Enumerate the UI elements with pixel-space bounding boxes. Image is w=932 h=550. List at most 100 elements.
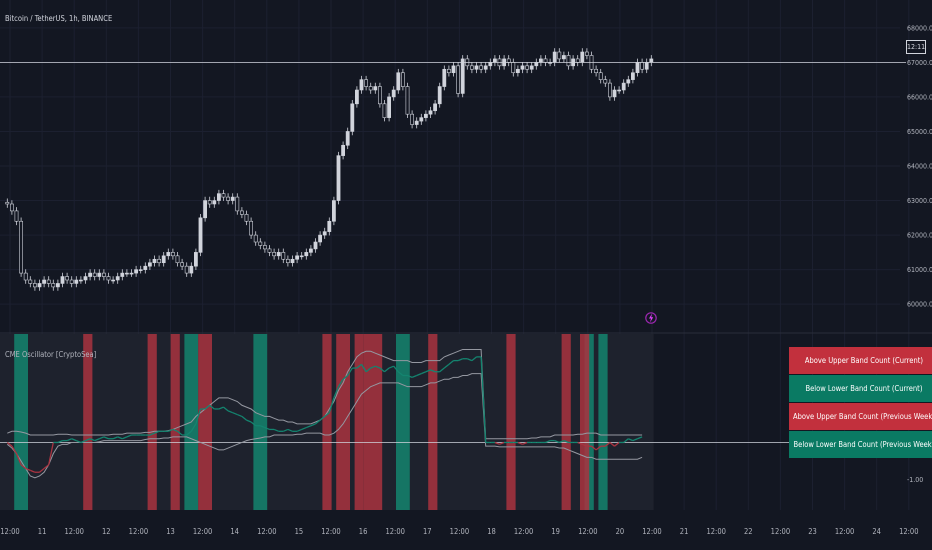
- time-tick-label: 12:00: [0, 527, 19, 536]
- osc-segment: [360, 363, 367, 373]
- candle-body: [79, 279, 83, 282]
- candle-body: [396, 72, 401, 91]
- osc-segment: [89, 438, 95, 442]
- row-label: Above Upper Band Count (Previous Week): [789, 403, 932, 430]
- candle-body: [350, 103, 355, 132]
- time-tick-label: 21: [680, 527, 689, 536]
- osc-segment: [273, 428, 279, 432]
- candle-body: [607, 82, 612, 98]
- osc-segment: [384, 367, 390, 373]
- candle-body: [14, 210, 19, 222]
- osc-segment: [99, 436, 105, 440]
- osc-segment: [227, 410, 233, 414]
- osc-segment: [76, 440, 82, 444]
- candle-body: [598, 72, 603, 80]
- osc-segment: [494, 441, 500, 445]
- candle-body: [69, 279, 74, 284]
- candle-body: [318, 234, 323, 243]
- time-tick-label: 13: [166, 527, 175, 536]
- candle-body: [479, 65, 484, 70]
- osc-segment: [471, 356, 477, 362]
- candle-body: [143, 265, 148, 270]
- bear-band: [170, 334, 180, 510]
- candle-body: [488, 62, 493, 67]
- osc-segment: [190, 423, 197, 432]
- candle-body: [171, 252, 175, 257]
- candle-body: [221, 193, 226, 198]
- osc-segment: [397, 371, 404, 376]
- table-row: Below Lower Band Count (Current) 4: [789, 375, 932, 402]
- oscillator-title[interactable]: CME Oscillator [CryptoSea]: [5, 350, 97, 359]
- price-tick-label: 66000.00: [907, 93, 932, 101]
- candle-body: [391, 89, 396, 98]
- osc-segment: [237, 413, 243, 418]
- candle-body: [354, 89, 359, 105]
- osc-segment: [328, 397, 335, 413]
- candle-body: [446, 68, 451, 74]
- time-tick-label: 18: [487, 527, 496, 536]
- candle-body: [267, 248, 272, 253]
- osc-segment: [177, 430, 183, 436]
- osc-segment: [250, 421, 257, 427]
- osc-segment: [80, 440, 86, 444]
- time-tick-label: 11: [38, 527, 47, 536]
- candle-body: [235, 196, 240, 212]
- time-tick-label: 12:00: [514, 527, 533, 536]
- candle-body: [543, 58, 548, 63]
- candle-body: [419, 117, 424, 122]
- candle-body: [285, 258, 290, 264]
- candle-body: [244, 214, 249, 222]
- osc-segment: [301, 426, 307, 431]
- osc-segment: [379, 367, 385, 373]
- osc-segment: [218, 406, 224, 410]
- candle-body: [74, 279, 79, 284]
- price-tick-label: 68000.00: [907, 24, 932, 32]
- candle-body: [290, 258, 295, 264]
- candle-body: [515, 68, 520, 74]
- candle-body: [575, 58, 580, 63]
- row-label: Above Upper Band Count (Current): [789, 347, 932, 374]
- candle-body: [483, 65, 488, 70]
- alert-bolt-icon[interactable]: [645, 311, 657, 325]
- osc-tick-label: -1.00: [907, 476, 923, 484]
- candle-body: [32, 283, 37, 288]
- osc-segment: [614, 441, 620, 447]
- candle-body: [373, 86, 378, 91]
- price-tick-label: 67000.00: [907, 59, 932, 67]
- candle-body: [387, 96, 392, 118]
- osc-segment: [43, 464, 50, 470]
- candle-body: [152, 258, 157, 264]
- time-tick-label: 12:00: [771, 527, 790, 536]
- osc-segment: [628, 438, 634, 442]
- candle-body: [451, 65, 456, 74]
- time-tick-label: 19: [551, 527, 560, 536]
- candle-body: [217, 193, 221, 201]
- candle-body: [203, 200, 208, 219]
- bull-band: [253, 334, 268, 510]
- candle-body: [111, 279, 116, 282]
- osc-segment: [287, 428, 293, 432]
- symbol-title[interactable]: Bitcoin / TetherUS, 1h, BINANCE: [5, 14, 113, 23]
- oscillator-highlight-bands: [14, 334, 608, 510]
- candle-body: [207, 200, 212, 205]
- osc-segment: [623, 438, 629, 443]
- osc-segment: [457, 358, 463, 362]
- osc-segment: [554, 440, 560, 444]
- candle-body: [617, 89, 622, 92]
- candle-body: [594, 68, 599, 74]
- candle-body: [525, 65, 530, 70]
- candle-body: [212, 200, 217, 205]
- candle-body: [626, 79, 631, 84]
- candle-body: [5, 201, 10, 205]
- osc-segment: [186, 430, 192, 436]
- candle-body: [511, 62, 516, 74]
- osc-segment: [306, 425, 312, 429]
- osc-segment: [20, 464, 27, 470]
- candle-body: [552, 51, 557, 63]
- price-tick-label: 62000.00: [907, 232, 932, 240]
- candle-body: [97, 272, 102, 277]
- axes: 12:00 11 12:00 12 12:00 13 12:00 14 12:00 15 12:00…: [0, 24, 932, 536]
- osc-segment: [310, 423, 316, 427]
- osc-segment: [126, 434, 132, 438]
- time-tick-label: 12:00: [835, 527, 854, 536]
